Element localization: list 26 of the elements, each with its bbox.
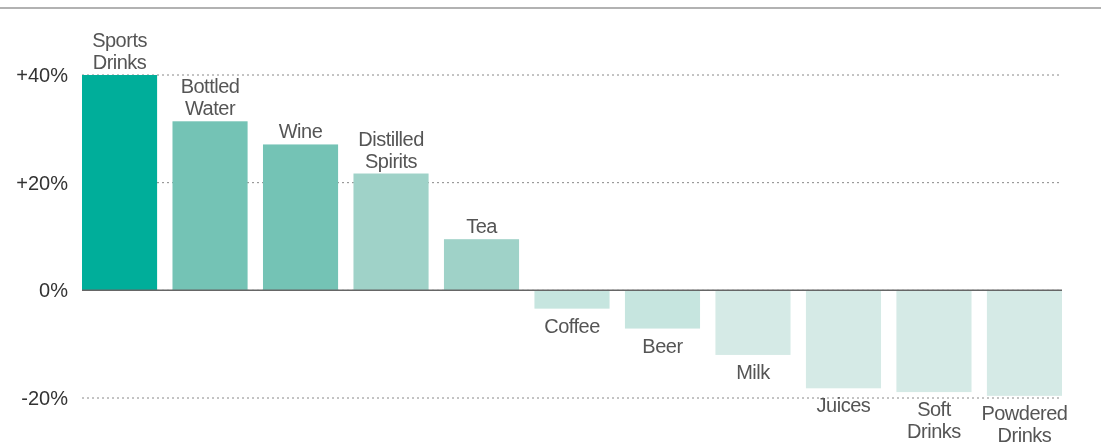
y-tick-label: +40% xyxy=(16,63,69,86)
x-tick-label: Milk xyxy=(736,360,772,383)
bar xyxy=(534,290,610,309)
x-tick-label: Beer xyxy=(642,334,684,357)
x-tick-label: Bottled Water xyxy=(180,75,240,120)
y-tick-label: 0% xyxy=(39,279,69,302)
bar xyxy=(82,75,158,291)
x-tick-label: Distilled Spirits xyxy=(358,127,424,172)
bar xyxy=(262,144,339,291)
x-tick-label: Wine xyxy=(278,120,323,143)
x-tick-label: Coffee xyxy=(544,314,601,337)
bar xyxy=(715,290,791,355)
bar xyxy=(172,121,248,291)
bar xyxy=(353,173,429,291)
bar xyxy=(624,290,701,329)
y-tick-label: -20% xyxy=(21,386,69,409)
x-tick-label: Powdered Drinks xyxy=(981,401,1068,446)
x-tick-label: Tea xyxy=(466,215,499,238)
bar xyxy=(805,290,882,389)
y-tick-label: +20% xyxy=(16,171,69,194)
x-tick-label: Soft Drinks xyxy=(907,398,962,443)
bar xyxy=(986,290,1062,396)
x-tick-label: Sports Drinks xyxy=(92,29,148,73)
bar xyxy=(443,239,520,291)
bar xyxy=(896,290,972,393)
x-tick-label: Juices xyxy=(816,394,871,417)
